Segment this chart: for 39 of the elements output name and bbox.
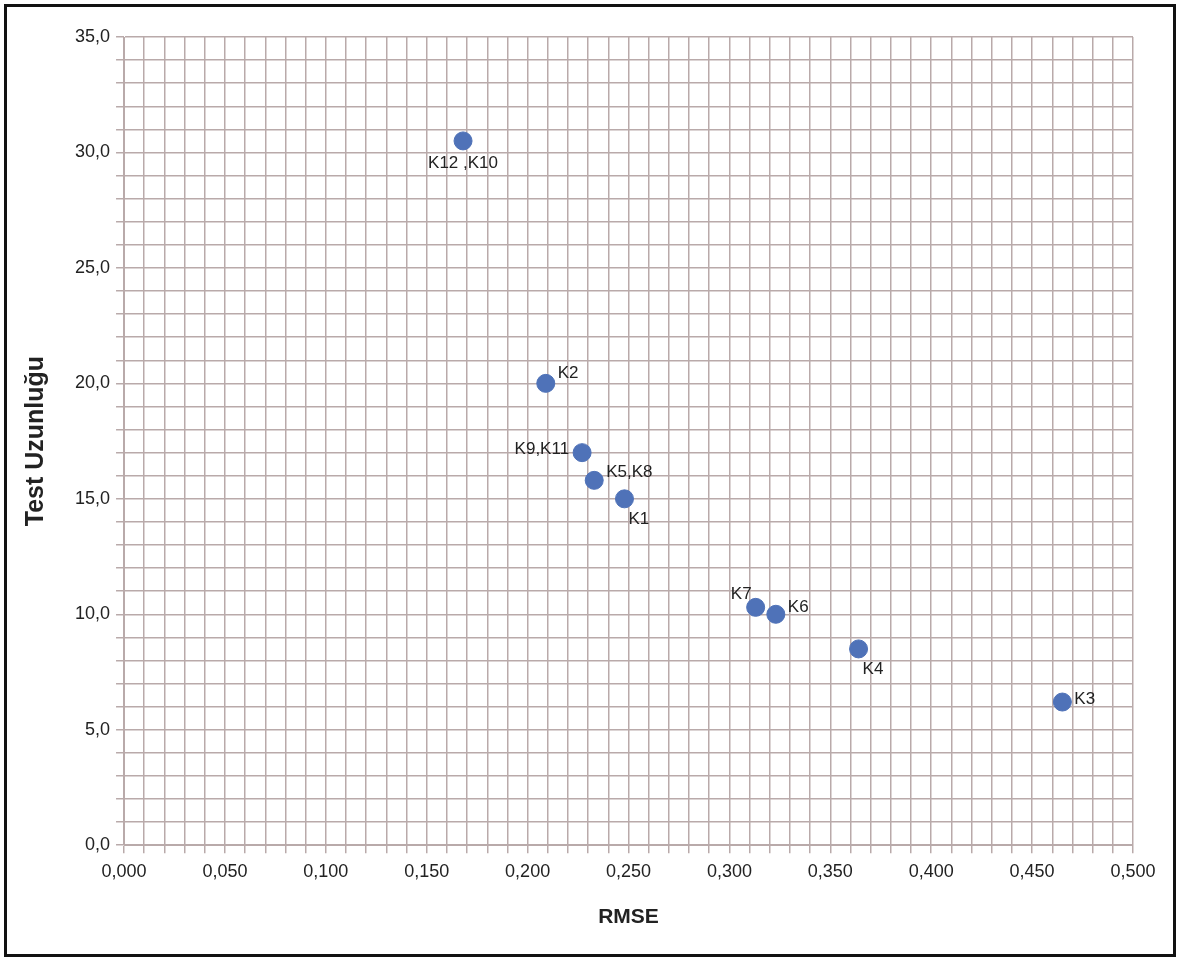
x-tick-label: 0,300 [706,860,752,881]
x-tick-label: 0,400 [908,860,954,881]
y-tick-label: 15,0 [74,487,111,508]
x-axis-title: RMSE [598,904,659,928]
y-tick-label: 35,0 [74,25,111,46]
point [536,373,556,393]
y-tick-label: 25,0 [74,256,111,277]
point [584,470,604,490]
x-tick-label: 0,250 [605,860,652,881]
x-tick-label: 0,000 [101,860,147,881]
x-tick-label: 0,200 [505,860,551,881]
point [453,131,473,151]
data-label: K6 [787,596,809,616]
x-tick-label: 0,050 [202,860,248,881]
y-tick-label: 0,0 [85,834,111,855]
x-tick-label: 0,150 [404,860,450,881]
data-label: K3 [1074,688,1096,708]
y-axis-title: Test Uzunluğu [19,355,48,527]
point [766,604,786,624]
data-label: K5,K8 [606,462,653,482]
x-tick-label: 0,350 [807,860,853,881]
y-tick-label: 5,0 [85,718,111,739]
x-tick-label: 0,450 [1009,860,1055,881]
data-label: K9,K11 [514,439,570,459]
point [746,597,766,617]
data-label: K12 ,K10 [428,152,499,172]
y-tick-label: 20,0 [74,372,111,393]
data-label: K2 [557,363,579,383]
x-tick-label: 0,500 [1110,860,1156,881]
point [1052,692,1072,712]
point [849,639,869,659]
data-label: K4 [862,658,884,678]
x-tick-label: 0,100 [303,860,349,881]
point [572,443,592,463]
data-label: K7 [730,584,752,604]
y-tick-label: 30,0 [74,141,111,162]
y-tick-label: 10,0 [74,603,111,624]
data-label: K1 [628,508,650,528]
point [614,489,634,509]
